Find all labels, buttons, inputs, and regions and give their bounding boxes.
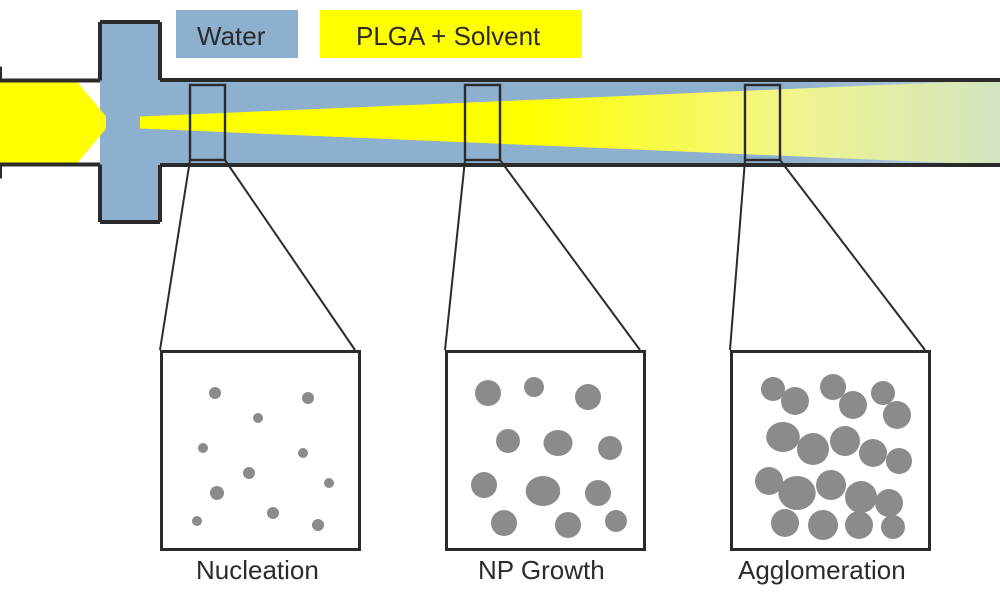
stage-panel-growth [445,350,646,551]
stage-label-growth: NP Growth [478,555,605,586]
stage-panel-agglomeration [730,350,931,551]
microfluidic-channel [0,0,1000,340]
diagram-canvas: Water PLGA + Solvent [0,0,1000,615]
stage-label-agglomeration: Agglomeration [738,555,906,586]
stage-label-nucleation: Nucleation [196,555,319,586]
stage-panel-nucleation [160,350,361,551]
